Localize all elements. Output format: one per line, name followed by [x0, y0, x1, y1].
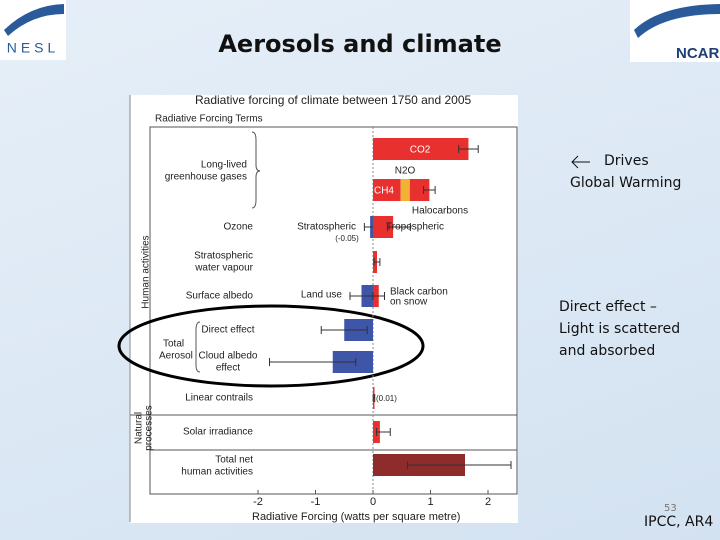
brace	[195, 321, 201, 373]
row-label: Surface albedo	[186, 291, 254, 302]
logo-swoosh	[634, 4, 720, 38]
bar	[400, 179, 410, 201]
plot-frame	[149, 126, 518, 495]
row-label: human activities	[181, 467, 253, 478]
x-tick-label: 0	[370, 496, 376, 508]
row-label: Ozone	[224, 222, 254, 233]
bar-name: N2O	[395, 166, 416, 177]
row-label: Long-lived	[201, 160, 247, 171]
x-tick-label: -2	[253, 496, 263, 508]
bar-name: Land use	[301, 290, 343, 301]
side-label: Human activities	[141, 235, 152, 308]
note: Direct effect –	[559, 299, 657, 315]
arrow	[571, 155, 590, 169]
chart-title: Radiative forcing of climate between 175…	[195, 93, 472, 107]
row-label: Solar irradiance	[183, 427, 253, 438]
bar	[373, 138, 469, 160]
row-label: water vapour	[194, 263, 253, 274]
aerosol-label: Aerosol	[159, 351, 193, 362]
side-label: Natural	[134, 412, 145, 444]
x-tick-label: -1	[311, 496, 321, 508]
value-label: (-0.05)	[335, 234, 359, 243]
bar-name: Tropospheric	[386, 222, 444, 233]
brace	[251, 131, 261, 209]
note: Global Warming	[570, 175, 682, 191]
source: IPCC, AR4	[644, 514, 714, 530]
row-label: Direct effect	[201, 325, 254, 336]
bar	[409, 179, 430, 201]
logo-swoosh	[4, 4, 64, 36]
row-label: Cloud albedo	[199, 351, 258, 362]
row-label: Linear contrails	[185, 393, 253, 404]
row-label: Total net	[215, 455, 253, 466]
note: and absorbed	[559, 343, 656, 359]
value-label: (0.01)	[376, 394, 397, 403]
x-tick-label: 1	[427, 496, 433, 508]
page-number: 53	[664, 503, 677, 514]
bar-name: CH4	[374, 186, 394, 197]
row-label: greenhouse gases	[165, 172, 247, 183]
bar	[373, 179, 401, 201]
slide-title: Aerosols and climate	[218, 30, 502, 58]
side-label: processes	[144, 405, 155, 451]
bar	[373, 216, 394, 238]
x-tick-label: 2	[485, 496, 491, 508]
bar-name: on snow	[390, 297, 428, 308]
row-label: effect	[216, 363, 240, 374]
note: Light is scattered	[559, 321, 681, 337]
chart-header: Radiative Forcing Terms	[155, 114, 263, 125]
bar-name: Black carbon	[390, 287, 448, 298]
logo-right: NCAR	[676, 45, 719, 62]
row-label: Stratospheric	[194, 251, 253, 262]
bar-name: Halocarbons	[412, 206, 468, 217]
highlight-ellipse	[117, 304, 425, 388]
bar-name: Stratospheric	[297, 222, 356, 233]
note: Drives	[604, 153, 649, 169]
logo-left: NESL	[7, 40, 60, 56]
aerosol-label: Total	[163, 339, 184, 350]
x-axis-label: Radiative Forcing (watts per square metr…	[252, 511, 460, 523]
bar-name: CO2	[410, 145, 431, 156]
